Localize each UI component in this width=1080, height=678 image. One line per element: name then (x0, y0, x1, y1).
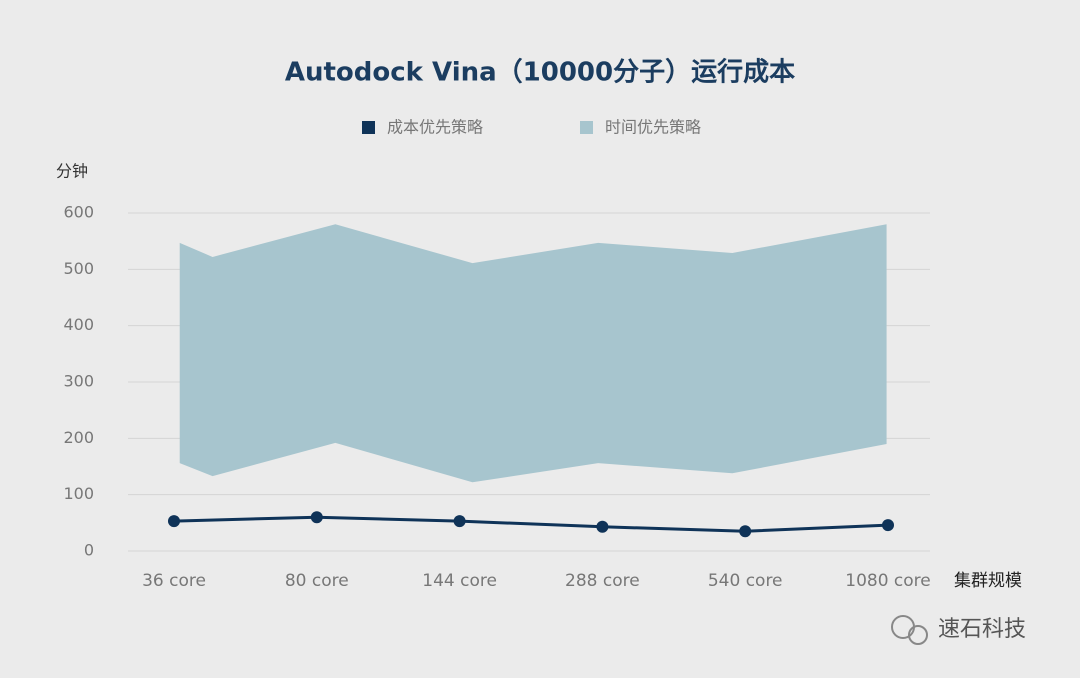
x-axis-label: 集群规模 (954, 571, 1022, 591)
watermark-icon (908, 625, 928, 645)
marker (168, 515, 180, 528)
chart-title: Autodock Vina（10000分子）运行成本 (285, 57, 795, 88)
y-tick-label: 0 (84, 541, 94, 560)
marker (310, 511, 323, 524)
watermark: 速石科技 (891, 615, 1026, 645)
marker (739, 525, 752, 538)
marker (596, 520, 609, 533)
x-tick-label: 80 core (285, 571, 349, 591)
y-tick-label: 400 (63, 315, 94, 334)
y-tick-label: 500 (63, 259, 94, 278)
y-tick-label: 600 (63, 203, 94, 222)
x-tick-label: 288 core (565, 571, 640, 591)
legend-swatch (580, 121, 593, 134)
legend-swatch (362, 121, 375, 134)
x-tick-label: 144 core (422, 571, 497, 591)
legend-label: 时间优先策略 (605, 118, 701, 137)
area-band (179, 224, 887, 483)
x-tick-label: 1080 core (845, 571, 931, 591)
y-axis-label: 分钟 (56, 162, 88, 181)
y-tick-label: 200 (63, 428, 94, 447)
watermark-text: 速石科技 (938, 617, 1026, 642)
line (173, 515, 889, 533)
x-tick-label: 540 core (708, 571, 783, 591)
y-tick-label: 300 (63, 372, 94, 391)
legend-label: 成本优先策略 (387, 118, 483, 137)
marker (453, 515, 466, 528)
y-tick-label: 100 (63, 484, 94, 503)
marker (882, 519, 894, 532)
x-tick-label: 36 core (142, 571, 206, 591)
